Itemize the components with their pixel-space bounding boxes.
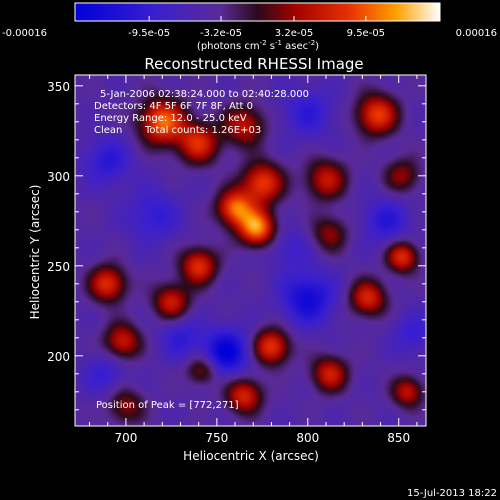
y-axis-label: Heliocentric Y (arcsec)	[28, 185, 42, 320]
y-axis-tick-labels: 200 250 300 350	[47, 80, 70, 364]
x-axis-tick-labels: 700 750 800 850	[114, 431, 410, 445]
colorbar-tick-label: -3.2e-05	[200, 28, 242, 39]
x-axis-ticks	[89, 75, 418, 426]
footer-date: 15-Jul-2013 18:22	[407, 488, 497, 499]
colorbar-tick-label: 9.5e-05	[347, 28, 385, 39]
y-tick-label: 350	[47, 80, 70, 94]
colorbar-tick-label: 3.2e-05	[275, 28, 313, 39]
x-axis-label: Heliocentric X (arcsec)	[183, 449, 319, 463]
colorbar-unit-label: (photons cm-2 s-1 asec-2)	[197, 39, 319, 52]
x-tick-label: 750	[205, 431, 228, 445]
total-counts-annotation: Total counts: 1.26E+03	[144, 125, 261, 136]
colorbar-ticks	[74, 16, 441, 21]
colorbar-tick-label: -0.00016	[2, 28, 47, 39]
detectors-annotation: Detectors: 4F 5F 6F 7F 8F, Att 0	[94, 101, 253, 112]
energy-range-annotation: Energy Range: 12.0 - 25.0 keV	[94, 113, 247, 124]
plot-frame	[74, 74, 427, 427]
colorbar-tick-labels: -0.00016 -9.5e-05 -3.2e-05 3.2e-05 9.5e-05 0.…	[2, 28, 497, 39]
colorbar-tick-label: 0.00016	[456, 28, 497, 39]
colorbar-tick-label: -9.5e-05	[128, 28, 170, 39]
x-tick-label: 700	[114, 431, 137, 445]
x-tick-label: 850	[387, 431, 410, 445]
peak-position-annotation: Position of Peak = [772,271]	[96, 400, 239, 411]
clean-annotation: Clean	[94, 125, 122, 136]
y-tick-label: 200	[47, 350, 70, 364]
y-tick-label: 250	[47, 260, 70, 274]
y-tick-label: 300	[47, 170, 70, 184]
y-axis-ticks	[75, 85, 426, 411]
x-tick-label: 800	[296, 431, 319, 445]
colorbar	[74, 2, 441, 22]
time-range-annotation: 5-Jan-2006 02:38:24.000 to 02:40:28.000	[100, 89, 309, 100]
heatmap-image	[75, 75, 426, 426]
chart-title: Reconstructed RHESSI Image	[144, 55, 363, 73]
